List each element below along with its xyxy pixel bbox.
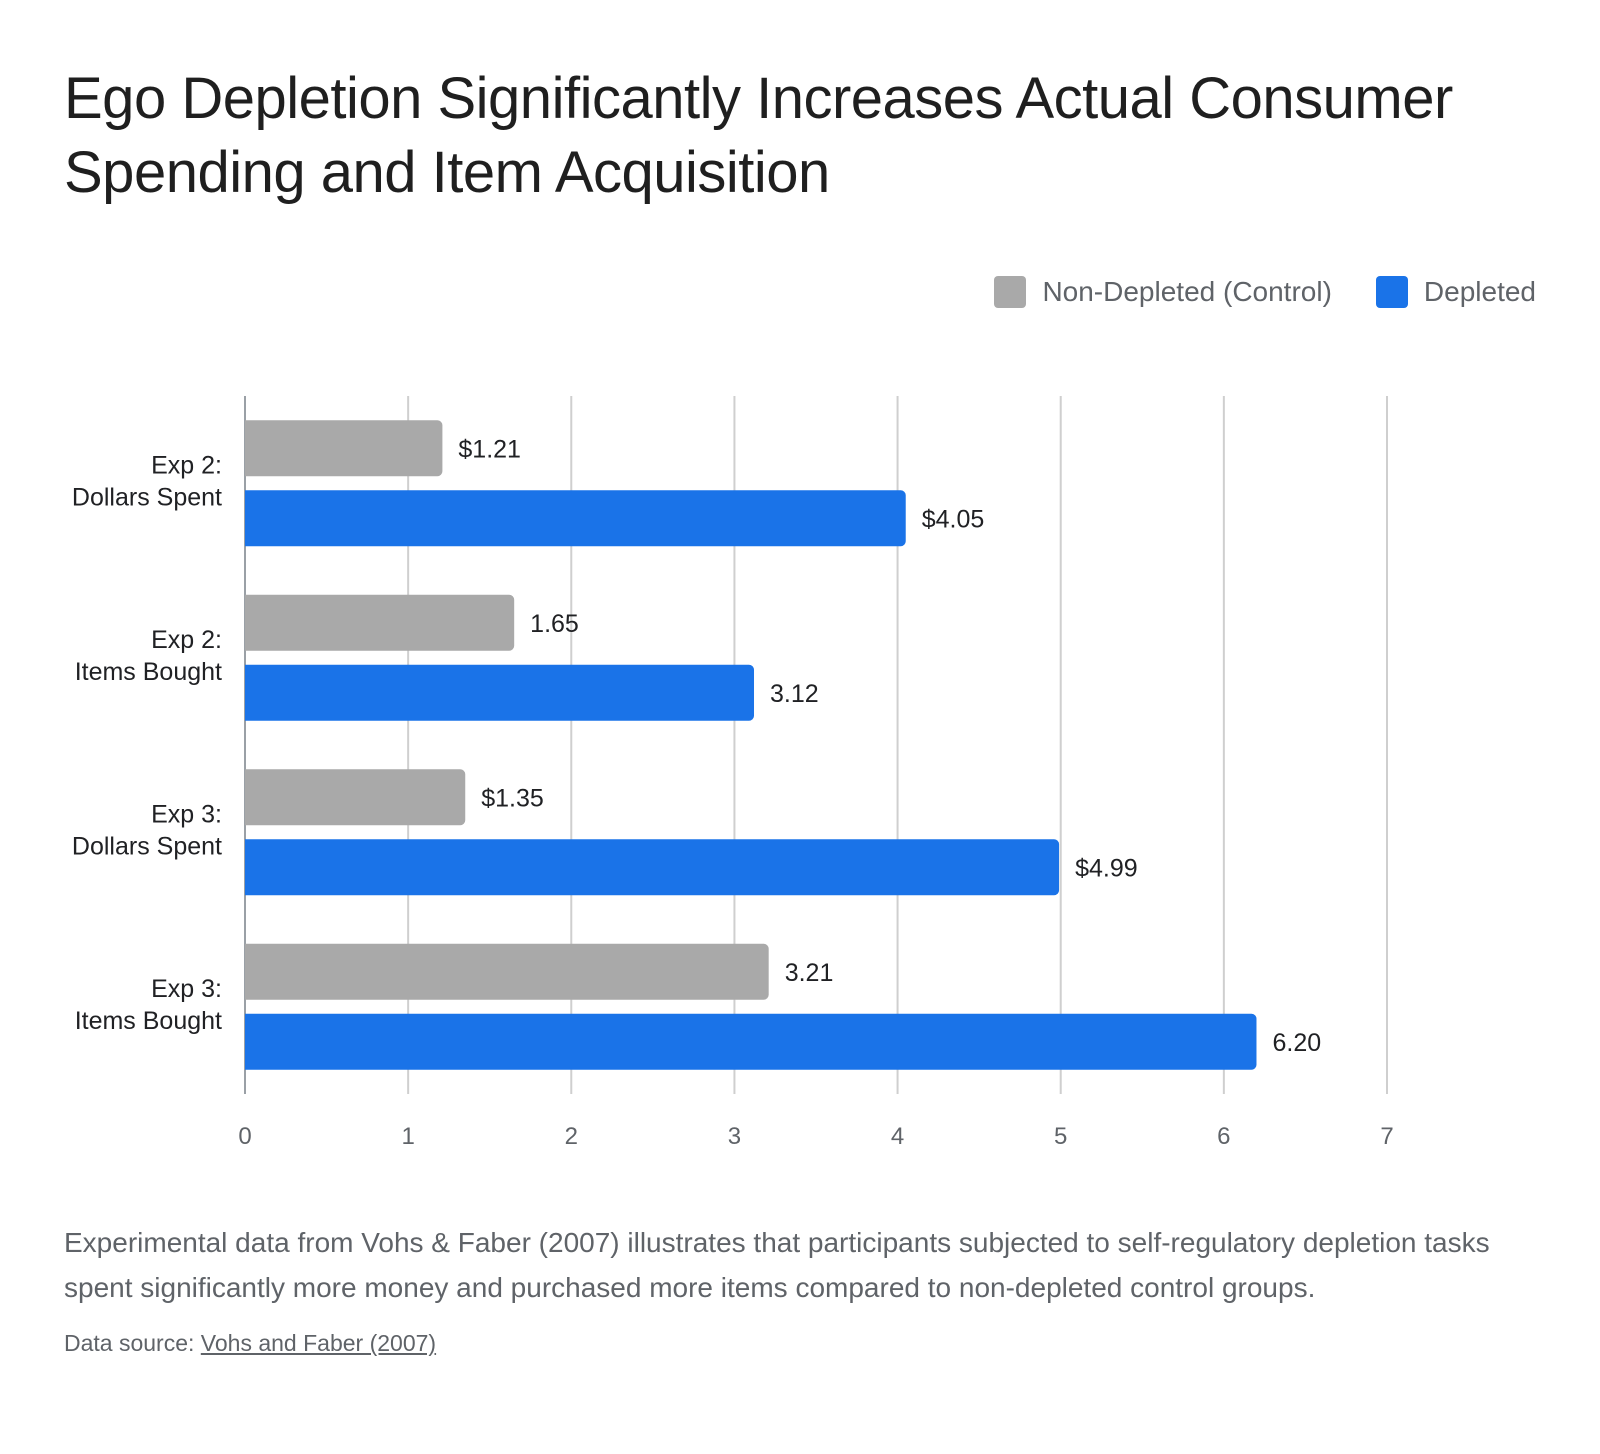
y-category-label: Exp 2: Dollars Spent	[72, 451, 222, 511]
legend-swatch-depleted	[1375, 276, 1408, 308]
bar-control	[245, 943, 769, 1000]
bar-depleted	[245, 490, 906, 547]
legend-swatch-control	[994, 276, 1027, 308]
x-tick-label: 7	[1380, 1123, 1393, 1150]
x-tick-label: 2	[565, 1123, 578, 1150]
data-source: Data source: Vohs and Faber (2007)	[64, 1330, 436, 1357]
data-source-prefix: Data source:	[64, 1330, 195, 1356]
legend-label-control: Non-Depleted (Control)	[1042, 276, 1332, 307]
bar-control	[245, 420, 443, 477]
data-label: 3.12	[770, 680, 819, 708]
bar-control	[245, 769, 466, 826]
legend: Non-Depleted (Control) Depleted	[950, 276, 1536, 308]
legend-label-depleted: Depleted	[1423, 276, 1536, 307]
bar-depleted	[245, 839, 1060, 896]
data-label: 3.21	[785, 959, 834, 987]
data-label: $4.99	[1075, 854, 1138, 882]
data-label: $1.35	[481, 784, 544, 812]
data-label: $4.05	[922, 505, 985, 533]
data-source-link[interactable]: Vohs and Faber (2007)	[200, 1330, 437, 1356]
legend-item-depleted: Depleted	[1375, 276, 1536, 308]
chart-caption: Experimental data from Vohs & Faber (200…	[64, 1227, 1490, 1303]
x-tick-label: 1	[401, 1123, 414, 1150]
bar-chart: 0 1 2 3 4 5 6 7 Exp 2: Dollars Spent $1.21 $4.05 Exp…	[72, 396, 1394, 1150]
x-tick-label: 6	[1217, 1123, 1230, 1150]
data-label: $1.21	[458, 435, 521, 463]
legend-item-control: Non-Depleted (Control)	[994, 276, 1332, 308]
x-tick-label: 3	[728, 1123, 741, 1150]
bar-depleted	[245, 1013, 1257, 1070]
y-category-label: Exp 3: Items Bought	[75, 975, 222, 1035]
chart-title: Ego Depletion Significantly Increases Ac…	[64, 66, 1453, 205]
x-tick-label: 5	[1054, 1123, 1067, 1150]
data-label: 6.20	[1272, 1029, 1321, 1057]
x-tick-label: 4	[891, 1123, 904, 1150]
data-label: 1.65	[530, 610, 579, 638]
y-category-label: Exp 2: Items Bought	[75, 626, 222, 686]
x-tick-label: 0	[238, 1123, 251, 1150]
bar-control	[244, 594, 515, 651]
y-category-label: Exp 3: Dollars Spent	[72, 800, 222, 860]
bar-depleted	[245, 664, 755, 721]
